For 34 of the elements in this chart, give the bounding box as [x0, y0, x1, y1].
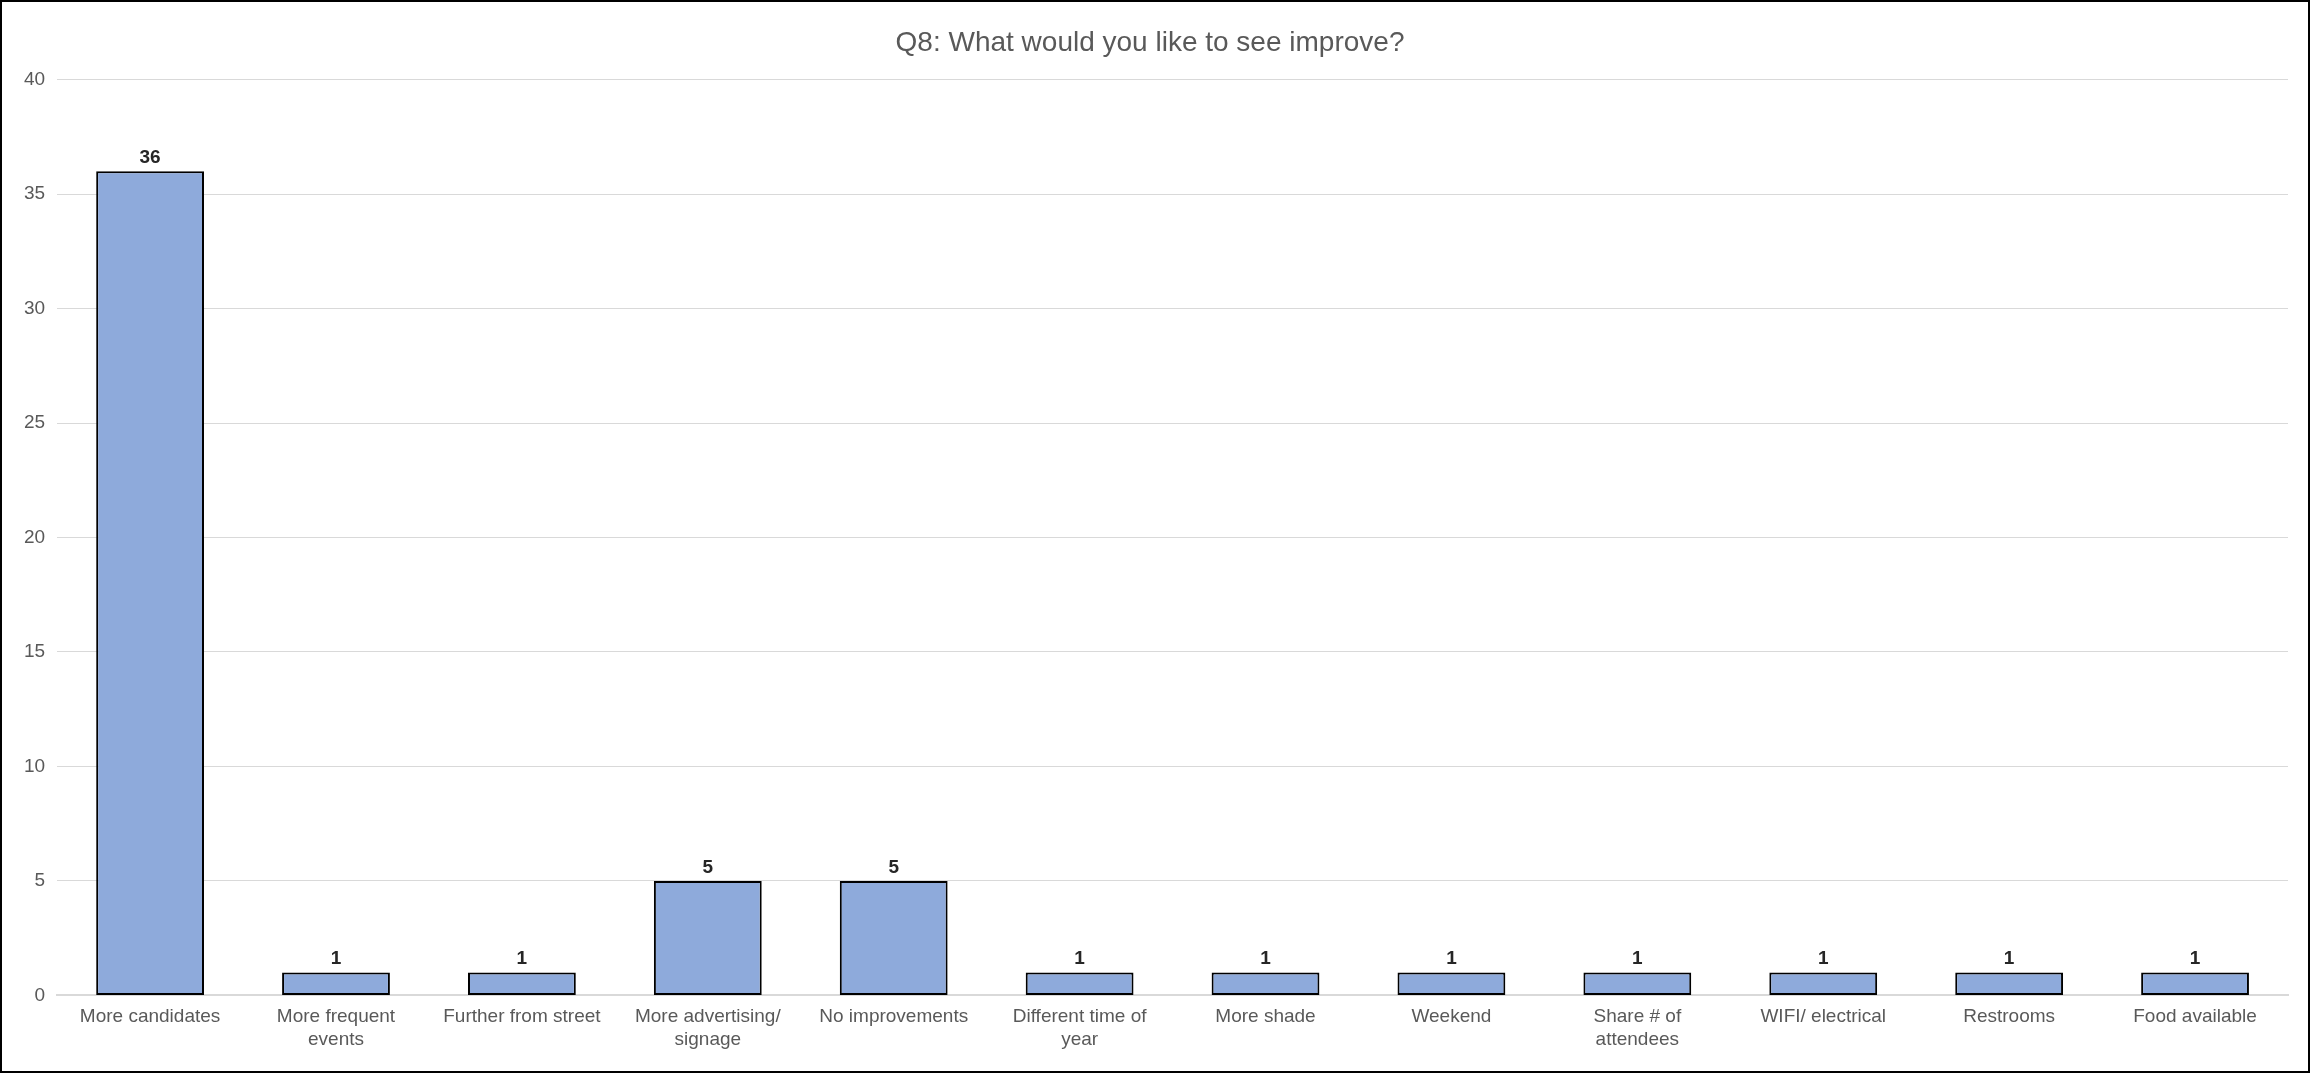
x-tick-label: Different time of year: [1012, 1005, 1148, 1049]
y-tick-label: 25: [23, 411, 46, 433]
data-label: 1: [1074, 947, 1086, 969]
y-tick-label: 15: [23, 640, 46, 662]
x-tick-label: More frequent events: [276, 1005, 396, 1049]
data-label: 1: [330, 947, 342, 969]
data-label: 1: [2189, 947, 2201, 969]
y-tick-label: 10: [23, 754, 46, 776]
data-label: 1: [1260, 947, 1272, 969]
x-tick-label: More advertising/ signage: [634, 1005, 782, 1049]
x-tick-label: Further from street: [443, 1005, 602, 1027]
data-label: 1: [1446, 947, 1458, 969]
x-tick-label: More shade: [1215, 1005, 1316, 1027]
x-tick-label: More candidates: [79, 1005, 221, 1027]
data-label: 1: [516, 947, 528, 969]
x-tick-label: WIFI/ electrical: [1760, 1005, 1887, 1027]
data-label: 1: [1817, 947, 1829, 969]
data-label: 1: [1632, 947, 1644, 969]
chart-title: Q8: What would you like to see improve?: [895, 25, 1405, 57]
x-tick-label: Weekend: [1411, 1005, 1492, 1027]
x-tick-label: No improvements: [819, 1005, 969, 1027]
x-tick-label: Restrooms: [1963, 1005, 2056, 1027]
data-label: 36: [139, 145, 161, 167]
data-label: 5: [888, 855, 900, 877]
y-tick-label: 30: [23, 296, 46, 318]
data-label: 5: [702, 855, 714, 877]
y-tick-label: 0: [34, 983, 46, 1005]
y-tick-label: 40: [23, 67, 46, 89]
y-tick-label: 20: [23, 525, 46, 547]
data-label: 1: [2003, 947, 2015, 969]
x-tick-label: Food available: [2133, 1005, 2257, 1027]
y-tick-label: 5: [34, 869, 46, 891]
y-tick-label: 35: [23, 182, 46, 204]
x-tick-label: Share # of attendees: [1593, 1005, 1682, 1049]
